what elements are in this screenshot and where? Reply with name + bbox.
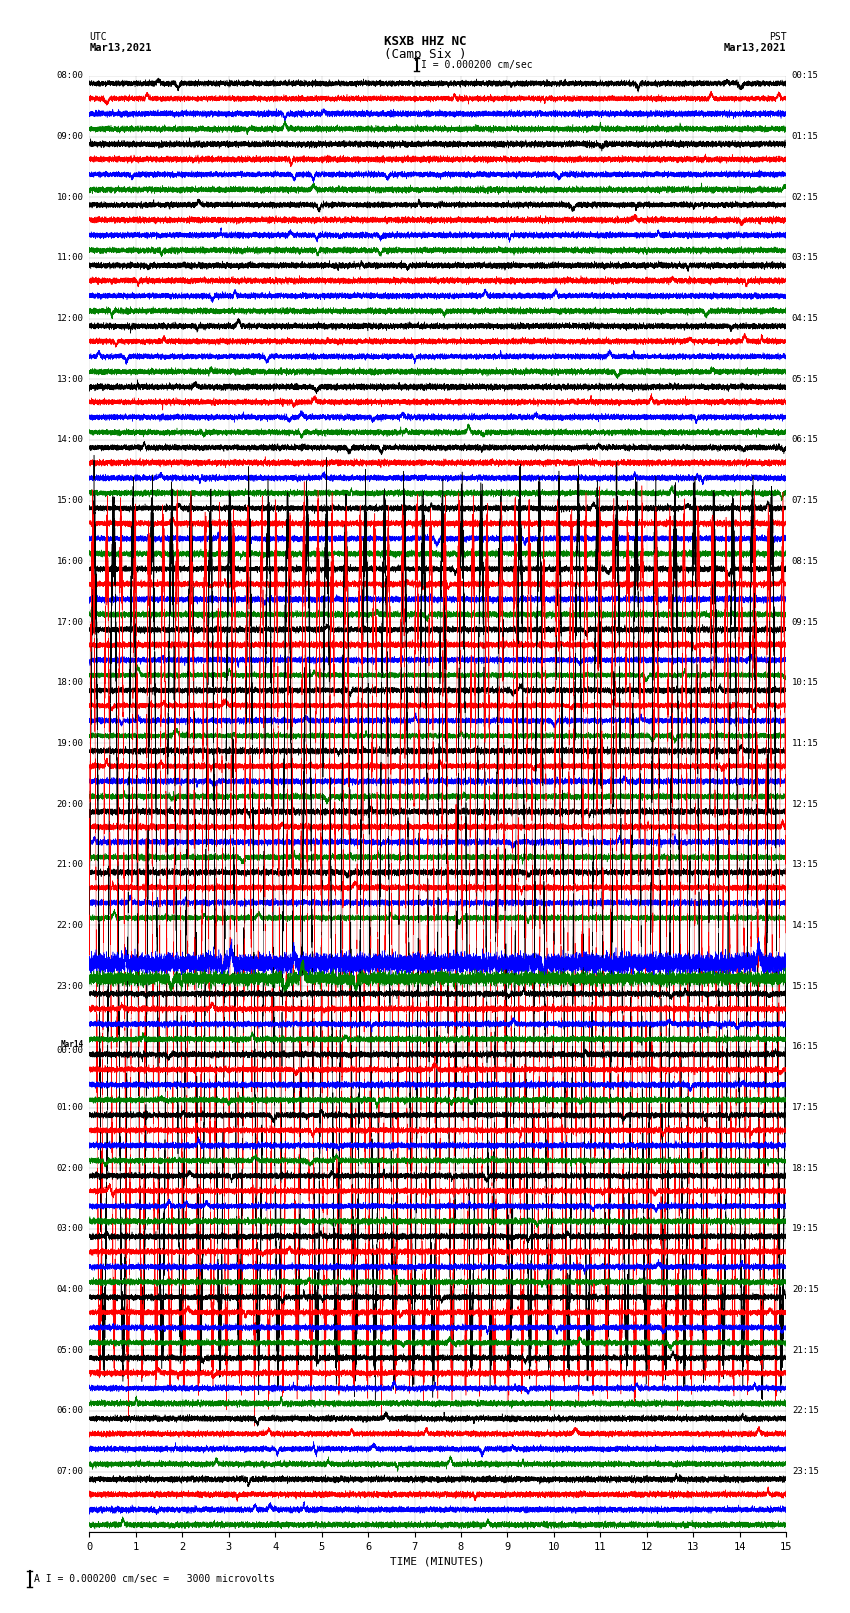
Text: 13:00: 13:00 (57, 374, 83, 384)
Text: 05:15: 05:15 (792, 374, 819, 384)
Text: A I = 0.000200 cm/sec =   3000 microvolts: A I = 0.000200 cm/sec = 3000 microvolts (34, 1574, 275, 1584)
Text: 17:00: 17:00 (57, 618, 83, 626)
Text: 04:15: 04:15 (792, 315, 819, 323)
Text: 03:15: 03:15 (792, 253, 819, 263)
Text: 08:00: 08:00 (57, 71, 83, 81)
Text: KSXB HHZ NC: KSXB HHZ NC (383, 35, 467, 48)
Text: 00:15: 00:15 (792, 71, 819, 81)
Text: 06:15: 06:15 (792, 436, 819, 445)
Text: 22:00: 22:00 (57, 921, 83, 931)
Text: 07:00: 07:00 (57, 1468, 83, 1476)
Text: 09:00: 09:00 (57, 132, 83, 140)
Text: 18:15: 18:15 (792, 1163, 819, 1173)
Text: Mar13,2021: Mar13,2021 (723, 44, 786, 53)
Text: 16:15: 16:15 (792, 1042, 819, 1052)
Text: 13:15: 13:15 (792, 860, 819, 869)
Text: 03:00: 03:00 (57, 1224, 83, 1234)
Text: 14:15: 14:15 (792, 921, 819, 931)
Text: 12:15: 12:15 (792, 800, 819, 808)
Text: 11:15: 11:15 (792, 739, 819, 748)
Text: 08:15: 08:15 (792, 556, 819, 566)
Text: 05:00: 05:00 (57, 1345, 83, 1355)
Text: 14:00: 14:00 (57, 436, 83, 445)
Text: 10:15: 10:15 (792, 677, 819, 687)
Text: 09:15: 09:15 (792, 618, 819, 626)
Text: 12:00: 12:00 (57, 315, 83, 323)
Text: 23:15: 23:15 (792, 1468, 819, 1476)
Text: 11:00: 11:00 (57, 253, 83, 263)
Text: 21:15: 21:15 (792, 1345, 819, 1355)
Text: 20:15: 20:15 (792, 1286, 819, 1294)
Text: 16:00: 16:00 (57, 556, 83, 566)
Text: 19:00: 19:00 (57, 739, 83, 748)
Text: 18:00: 18:00 (57, 677, 83, 687)
Text: 23:00: 23:00 (57, 982, 83, 990)
Text: 21:00: 21:00 (57, 860, 83, 869)
Text: 17:15: 17:15 (792, 1103, 819, 1111)
Text: 02:00: 02:00 (57, 1163, 83, 1173)
Text: I = 0.000200 cm/sec: I = 0.000200 cm/sec (421, 60, 532, 69)
Text: 10:00: 10:00 (57, 192, 83, 202)
Text: Mar14: Mar14 (60, 1040, 83, 1048)
Text: 04:00: 04:00 (57, 1286, 83, 1294)
Text: 15:15: 15:15 (792, 982, 819, 990)
Text: 06:00: 06:00 (57, 1407, 83, 1416)
Text: 01:00: 01:00 (57, 1103, 83, 1111)
X-axis label: TIME (MINUTES): TIME (MINUTES) (390, 1557, 485, 1566)
Text: 19:15: 19:15 (792, 1224, 819, 1234)
Text: 07:15: 07:15 (792, 497, 819, 505)
Text: 22:15: 22:15 (792, 1407, 819, 1416)
Text: UTC: UTC (89, 32, 107, 42)
Text: 15:00: 15:00 (57, 497, 83, 505)
Text: 20:00: 20:00 (57, 800, 83, 808)
Text: 01:15: 01:15 (792, 132, 819, 140)
Text: 02:15: 02:15 (792, 192, 819, 202)
Text: Mar13,2021: Mar13,2021 (89, 44, 152, 53)
Text: 00:00: 00:00 (57, 1047, 83, 1055)
Text: (Camp Six ): (Camp Six ) (383, 48, 467, 61)
Text: PST: PST (768, 32, 786, 42)
